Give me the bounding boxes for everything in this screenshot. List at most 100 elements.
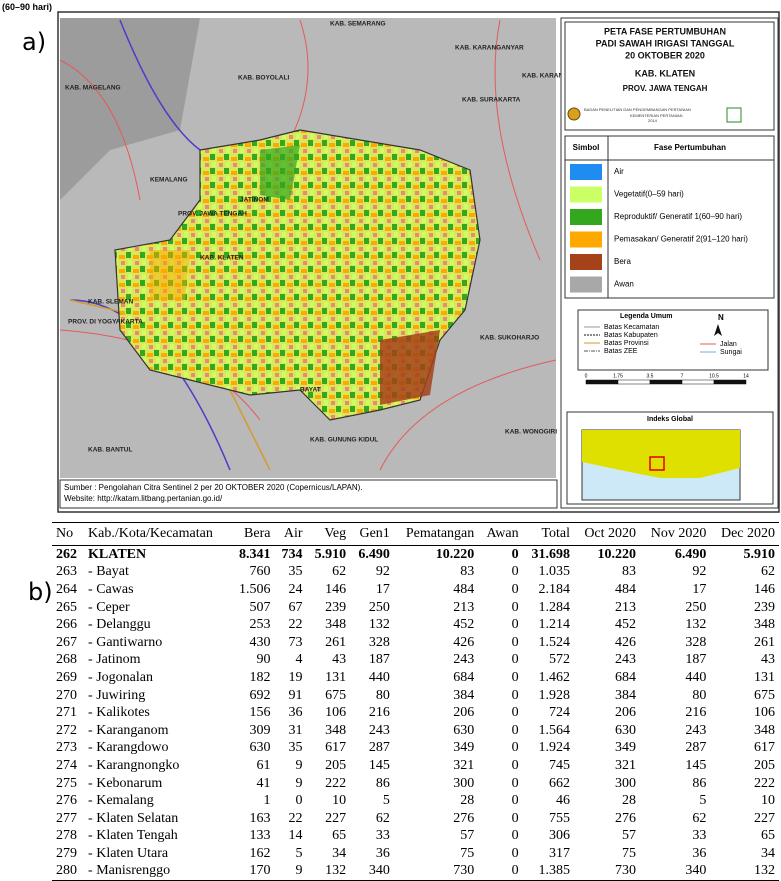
table-cell: 206 — [615, 705, 637, 721]
table-cell: 276 — [56, 793, 77, 809]
legend-swatch — [570, 186, 602, 203]
agency: BADAN PENELITIAN DAN PENGEMBANGAN PERTAN… — [584, 107, 691, 112]
table-cell: 239 — [325, 599, 347, 615]
place-label: PROV. DI YOGYAKARTA — [68, 319, 143, 326]
legend-label: Bera — [614, 257, 631, 266]
table-cell: 17 — [692, 581, 707, 597]
table-cell: 730 — [393, 862, 479, 881]
place-label: KAB. SUKOHARJO — [480, 335, 539, 342]
table-cell: 46 — [556, 793, 571, 809]
table-cell: 9 — [274, 862, 307, 881]
table-cell: 684 — [615, 669, 637, 685]
top-label: (60–90 hari) — [2, 2, 53, 12]
legend-label: Pemasakan/ Generatif 2(91–120 hari) — [614, 235, 748, 244]
table-cell: 206 — [453, 705, 475, 721]
table-cell: 426 — [453, 634, 475, 650]
table-cell: 348 — [325, 722, 347, 738]
table-cell: - Ceper — [88, 599, 130, 615]
table-cell: 300 — [453, 775, 475, 791]
table-cell: 760 — [249, 564, 271, 580]
scale-label: 14 — [743, 373, 749, 379]
legend-label: Batas ZEE — [604, 348, 638, 355]
table-cell: 213 — [453, 599, 475, 615]
table-cell: 6.490 — [358, 546, 390, 562]
table-cell: 73 — [288, 634, 303, 650]
table-cell: 484 — [453, 581, 475, 597]
table-cell: 730 — [574, 862, 641, 881]
table-cell: 8.341 — [238, 546, 271, 562]
source-text: Website: http://katam.litbang.pertanian.… — [64, 494, 223, 503]
table-cell: 216 — [368, 705, 390, 721]
table-cell: 273 — [56, 740, 77, 756]
data-table: No Kab./Kota/Kecamatan Bera Air Veg Gen1 Pemat… — [52, 522, 779, 881]
table-cell: 5.910 — [743, 546, 776, 562]
table-cell: 0 — [511, 828, 519, 844]
table-cell: 272 — [56, 722, 77, 738]
column-header: Veg — [306, 522, 351, 546]
table-cell: 1.214 — [538, 617, 571, 633]
table-cell: 0 — [511, 757, 519, 773]
table-cell: 384 — [615, 687, 637, 703]
agency: KEMENTERIAN PERTANIAN — [630, 113, 683, 118]
table-cell: 9 — [295, 775, 303, 791]
table-cell: 384 — [453, 687, 475, 703]
table-cell: KLATEN — [88, 546, 147, 562]
place-label: BAYAT — [300, 387, 321, 394]
table-cell: 266 — [56, 617, 77, 633]
table-cell: 440 — [368, 669, 390, 685]
table-cell: 57 — [460, 828, 475, 844]
table-cell: 36 — [692, 845, 707, 861]
table-cell: 1 — [263, 793, 271, 809]
table-cell: 1.385 — [522, 862, 575, 881]
table-cell: 243 — [615, 652, 637, 668]
table-cell: 507 — [249, 599, 271, 615]
table-cell: 213 — [615, 599, 637, 615]
column-header: Bera — [230, 522, 275, 546]
table-cell: 62 — [375, 810, 390, 826]
general-legend-title: Legenda Umum — [620, 313, 673, 320]
table-row: 263 - Bayat 760 35 62 92 83 0 1.035 83 92 62 — [52, 564, 779, 582]
table-cell: - Kalikotes — [88, 705, 150, 721]
table-cell: 675 — [754, 687, 775, 703]
table-cell: 1.506 — [238, 581, 271, 597]
north: N — [718, 313, 724, 322]
place-label: KAB. KARANGANYAR — [455, 45, 524, 52]
table-cell: 216 — [685, 705, 707, 721]
table-cell: 0 — [511, 546, 519, 562]
table-cell: - Gantiwarno — [88, 634, 163, 650]
table-cell: 0 — [478, 862, 523, 881]
table-cell: 724 — [549, 705, 571, 721]
place-label: KAB. GUNUNG KIDUL — [310, 437, 378, 444]
table-cell: 484 — [615, 581, 637, 597]
place-label: KAB. SURAKARTA — [462, 97, 521, 104]
table-cell: 0 — [511, 634, 519, 650]
table-cell: 205 — [325, 757, 347, 773]
table-cell: 92 — [375, 564, 390, 580]
table-cell: 75 — [460, 845, 475, 861]
table-cell: 222 — [754, 775, 775, 791]
legend-swatch — [570, 231, 602, 248]
legend-swatch — [570, 209, 602, 225]
table-cell: 0 — [511, 845, 519, 861]
table-cell: 106 — [325, 705, 347, 721]
table-row: 264 - Cawas 1.506 24 146 17 484 0 2.184 484 17 146 — [52, 581, 779, 599]
table-row: 265 - Ceper 507 67 239 250 213 0 1.284 213 250 239 — [52, 599, 779, 617]
table-cell: 131 — [754, 669, 775, 685]
table-cell: - Bayat — [88, 564, 129, 580]
place-label: KAB. WONOGIRI — [505, 429, 557, 436]
table-cell: 65 — [761, 828, 775, 844]
table-cell: 261 — [325, 634, 347, 650]
table-cell: 239 — [754, 599, 775, 615]
table-cell: 14 — [288, 828, 303, 844]
table-cell: 317 — [549, 845, 571, 861]
table-cell: 132 — [710, 862, 779, 881]
table-cell: 5.910 — [314, 546, 347, 562]
table-cell: 65 — [332, 828, 347, 844]
table-cell: 0 — [511, 705, 519, 721]
table-row: 273 - Karangdowo 630 35 617 287 349 0 1.924 349 28… — [52, 740, 779, 758]
table-cell: 80 — [692, 687, 707, 703]
table-cell: 692 — [249, 687, 271, 703]
table-cell: 243 — [685, 722, 707, 738]
table-cell: 205 — [754, 757, 775, 773]
scale-segment — [681, 379, 715, 385]
